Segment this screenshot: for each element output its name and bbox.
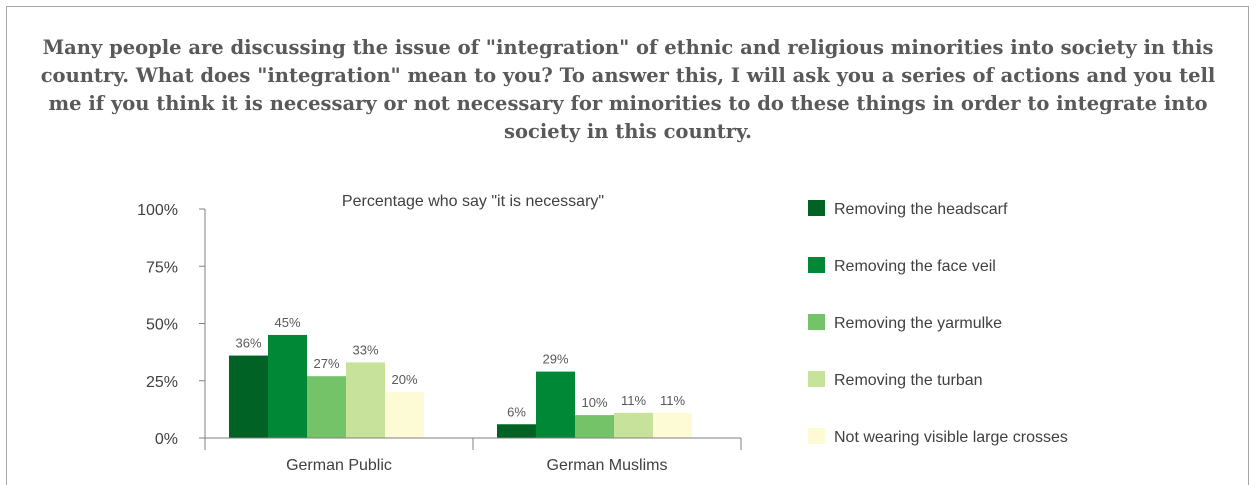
legend-swatch [808, 428, 825, 444]
bar [653, 412, 692, 438]
bar-value-label: 10% [581, 395, 607, 410]
bar-value-label: 29% [542, 352, 568, 367]
y-tick-label: 100% [137, 202, 178, 219]
bar [385, 392, 424, 438]
bar [497, 424, 536, 438]
legend-swatch [808, 314, 825, 330]
legend-label: Removing the turban [834, 372, 983, 389]
bar [536, 371, 575, 438]
bar [229, 355, 268, 438]
legend-label: Removing the face veil [834, 258, 996, 275]
chart-frame [6, 6, 1249, 485]
bar-value-label: 20% [391, 372, 417, 387]
question-headline: Many people are discussing the issue of … [40, 36, 1216, 143]
x-category-label: German Public [286, 457, 392, 474]
bar-value-label: 45% [274, 315, 300, 330]
chart-subtitle: Percentage who say "it is necessary" [342, 193, 604, 210]
bar [307, 376, 346, 438]
y-tick-label: 50% [146, 317, 178, 334]
bar-value-label: 6% [507, 404, 526, 419]
bar [346, 362, 385, 438]
bar-value-label: 33% [352, 342, 378, 357]
legend-swatch [808, 200, 825, 216]
x-category-label: German Muslims [547, 457, 668, 474]
legend-label: Removing the yarmulke [834, 315, 1002, 332]
bar-value-label: 36% [235, 336, 261, 351]
bar-value-label: 27% [313, 356, 339, 371]
bar-value-label: 11% [660, 393, 685, 408]
y-tick-label: 75% [146, 259, 178, 276]
bar-value-label: 11% [621, 393, 646, 408]
legend-label: Removing the headscarf [834, 201, 1008, 218]
bar [575, 415, 614, 438]
legend-label: Not wearing visible large crosses [834, 429, 1068, 446]
legend-swatch [808, 257, 825, 273]
legend-swatch [808, 371, 825, 387]
bar [614, 412, 653, 438]
y-tick-label: 25% [146, 374, 178, 391]
bar [268, 334, 307, 438]
y-tick-label: 0% [155, 431, 178, 448]
